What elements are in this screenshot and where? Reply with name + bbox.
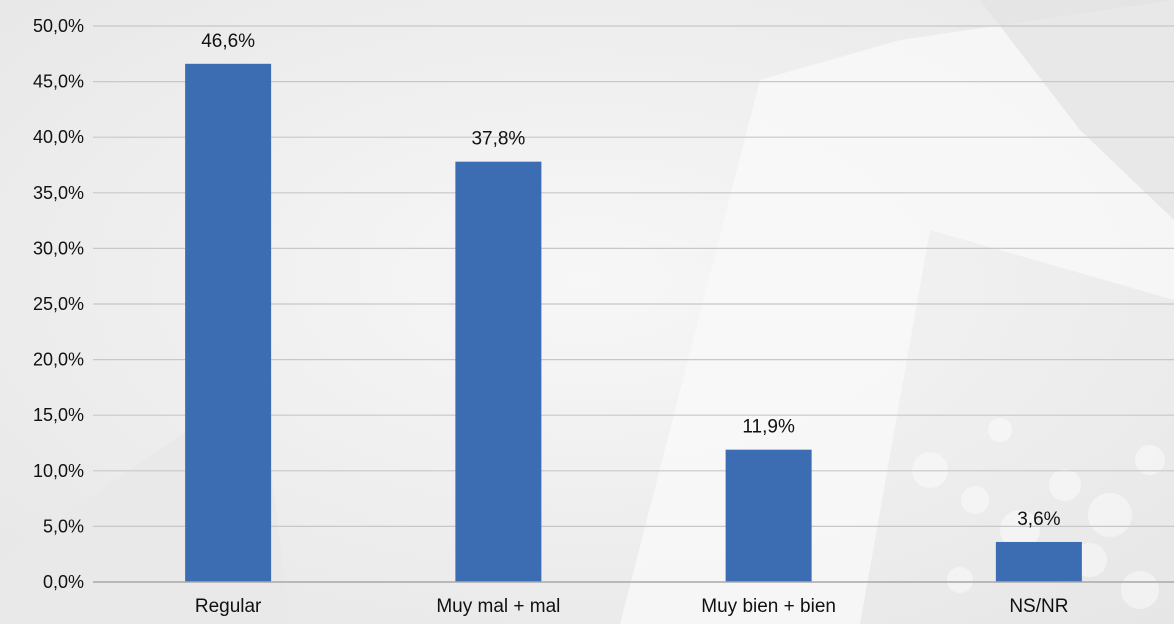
bar — [995, 541, 1082, 582]
x-category-label: Muy bien + bien — [701, 596, 836, 617]
bar — [725, 449, 812, 582]
data-label: 46,6% — [201, 31, 255, 52]
data-labels: 46,6% 37,8% 11,9% 3,6% — [201, 31, 1060, 530]
data-label: 3,6% — [1017, 509, 1060, 530]
y-tick-label: 35,0% — [33, 183, 84, 203]
bars — [185, 63, 1082, 583]
y-tick-label: 25,0% — [33, 294, 84, 314]
y-tick-label: 0,0% — [43, 572, 84, 592]
bar — [455, 161, 542, 582]
gridlines — [93, 25, 1174, 528]
y-tick-label: 15,0% — [33, 405, 84, 425]
x-category-label: NS/NR — [1009, 596, 1068, 617]
data-label: 11,9% — [742, 417, 795, 438]
y-axis-ticks: 0,0% 5,0% 10,0% 15,0% 20,0% 25,0% 30,0% 35,0% 40… — [33, 16, 84, 592]
x-category-label: Regular — [195, 596, 262, 617]
y-tick-label: 40,0% — [33, 127, 84, 147]
y-tick-label: 10,0% — [33, 461, 84, 481]
y-tick-label: 30,0% — [33, 238, 84, 258]
y-tick-label: 50,0% — [33, 16, 84, 36]
x-category-label: Muy mal + mal — [436, 596, 560, 617]
y-tick-label: 5,0% — [43, 516, 84, 536]
y-tick-label: 20,0% — [33, 350, 84, 370]
x-axis-categories: Regular Muy mal + mal Muy bien + bien NS/NR — [195, 596, 1069, 617]
data-label: 37,8% — [471, 129, 525, 150]
y-tick-label: 45,0% — [33, 72, 84, 92]
bar — [185, 63, 272, 583]
